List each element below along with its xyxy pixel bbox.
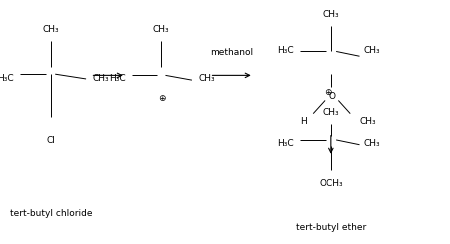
- Text: H₃C: H₃C: [109, 74, 126, 83]
- Text: H: H: [300, 118, 306, 126]
- Text: H₃C: H₃C: [0, 74, 14, 83]
- Text: O: O: [328, 92, 335, 102]
- Text: methanol: methanol: [210, 49, 253, 57]
- Text: CH₃: CH₃: [360, 118, 376, 126]
- Text: tert-butyl chloride: tert-butyl chloride: [9, 209, 92, 218]
- Text: CH₃: CH₃: [364, 139, 381, 148]
- Text: CH₃: CH₃: [364, 46, 381, 55]
- Text: CH₃: CH₃: [198, 74, 215, 83]
- Text: CH₃: CH₃: [323, 10, 339, 19]
- Text: OCH₃: OCH₃: [319, 179, 342, 188]
- Text: ⊕: ⊕: [159, 94, 166, 102]
- Text: CH₃: CH₃: [93, 74, 109, 83]
- Text: tert-butyl ether: tert-butyl ether: [296, 223, 366, 232]
- Text: CH₃: CH₃: [42, 25, 59, 33]
- Text: H₃C: H₃C: [277, 139, 293, 148]
- Text: Cl: Cl: [46, 136, 55, 145]
- Text: CH₃: CH₃: [323, 108, 339, 117]
- Text: H₃C: H₃C: [277, 46, 293, 55]
- Text: CH₃: CH₃: [153, 25, 169, 33]
- Text: ⊕: ⊕: [324, 88, 332, 97]
